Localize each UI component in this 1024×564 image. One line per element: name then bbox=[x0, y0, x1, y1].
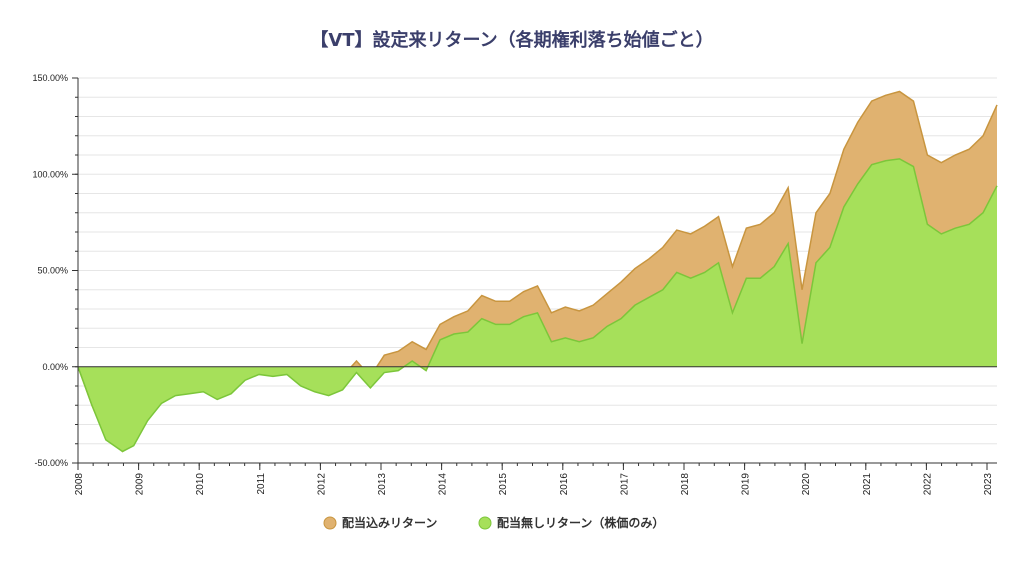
series-area-2 bbox=[78, 158, 997, 452]
legend-swatch-1 bbox=[323, 516, 337, 530]
legend-label-1: 配当込みリターン bbox=[342, 515, 437, 530]
x-tick-label: 2019 bbox=[741, 473, 752, 496]
x-tick-label: 2016 bbox=[559, 473, 570, 496]
axes: -50.00% 0.00% 50.00% 100.00% 150.00% 2008 2009… bbox=[32, 73, 997, 495]
x-tick-label: 2022 bbox=[922, 473, 933, 496]
x-tick-label: 2017 bbox=[619, 473, 630, 496]
legend-label-2: 配当無しリターン（株価のみ） bbox=[497, 515, 664, 530]
x-tick-label: 2008 bbox=[74, 473, 85, 496]
x-tick-label: 2023 bbox=[983, 473, 994, 496]
x-tick-label: 2012 bbox=[316, 473, 327, 496]
series-line-2 bbox=[77, 158, 998, 453]
plot-areas bbox=[77, 90, 998, 453]
x-tick-label: 2011 bbox=[256, 473, 267, 495]
y-tick-label: 100.00% bbox=[32, 169, 68, 179]
x-tick-label: 2020 bbox=[801, 473, 812, 496]
x-tick-label: 2009 bbox=[135, 473, 146, 496]
x-tick-label: 2015 bbox=[498, 473, 509, 496]
legend: 配当込みリターン 配当無しリターン（株価のみ） bbox=[323, 515, 664, 530]
x-tick-label: 2010 bbox=[195, 473, 206, 496]
chart-title: 【VT】設定来リターン（各期権利落ち始値ごと） bbox=[310, 29, 713, 51]
legend-swatch-2 bbox=[478, 516, 492, 530]
y-tick-label: -50.00% bbox=[34, 458, 68, 468]
x-tick-label: 2021 bbox=[862, 473, 873, 496]
y-tick-label: 150.00% bbox=[32, 73, 68, 83]
x-tick-label: 2018 bbox=[680, 473, 691, 496]
y-tick-label: 0.00% bbox=[42, 362, 68, 372]
y-tick-label: 50.00% bbox=[37, 266, 68, 276]
x-tick-label: 2014 bbox=[438, 473, 449, 496]
x-tick-label: 2013 bbox=[377, 473, 388, 496]
